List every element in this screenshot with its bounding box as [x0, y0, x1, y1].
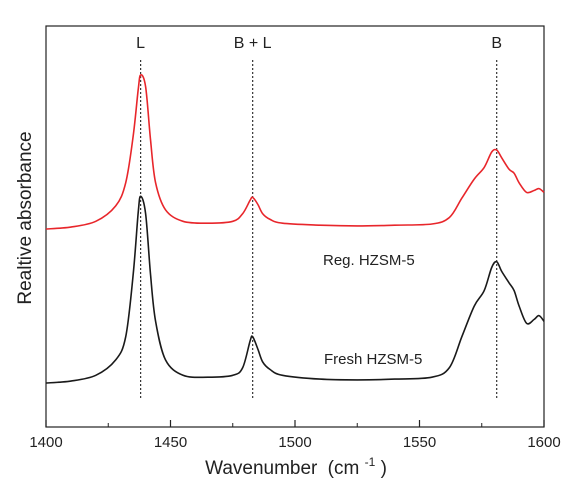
trace-labels: Reg. HZSM-5 Fresh HZSM-5: [323, 252, 422, 368]
series-line-reg-hzsm5: [45, 74, 545, 230]
peak-annotation-label: L: [136, 35, 145, 52]
x-tick-label: 1500: [278, 434, 311, 451]
y-axis-title: Realtive absorbance: [15, 131, 36, 304]
x-axis-title-close: ): [381, 458, 387, 479]
reference-lines: [140, 60, 498, 398]
series-traces: [45, 74, 545, 384]
x-axis-title: Wavenumber (cm -1 ): [205, 450, 387, 479]
x-axis-title-main: Wavenumber: [205, 458, 318, 479]
x-axis-title-sup: -1: [365, 455, 376, 469]
x-tick-label: 1600: [527, 434, 560, 451]
x-axis-title-unit: (cm: [328, 458, 360, 479]
plot-area-frame: [45, 25, 545, 428]
x-tick-label: 1400: [29, 434, 62, 451]
x-tick-label: 1450: [154, 434, 187, 451]
peak-annotation-label: B: [491, 35, 502, 52]
x-tick-label: 1550: [403, 434, 436, 451]
peak-annotations: L B + L B: [136, 35, 502, 52]
peak-annotation-label: B + L: [234, 35, 272, 52]
series-label: Reg. HZSM-5: [323, 252, 415, 269]
series-line-fresh-hzsm5: [45, 195, 545, 384]
x-ticks: 1400 1450 1500 1550 1600: [29, 420, 561, 451]
series-label: Fresh HZSM-5: [324, 351, 422, 368]
